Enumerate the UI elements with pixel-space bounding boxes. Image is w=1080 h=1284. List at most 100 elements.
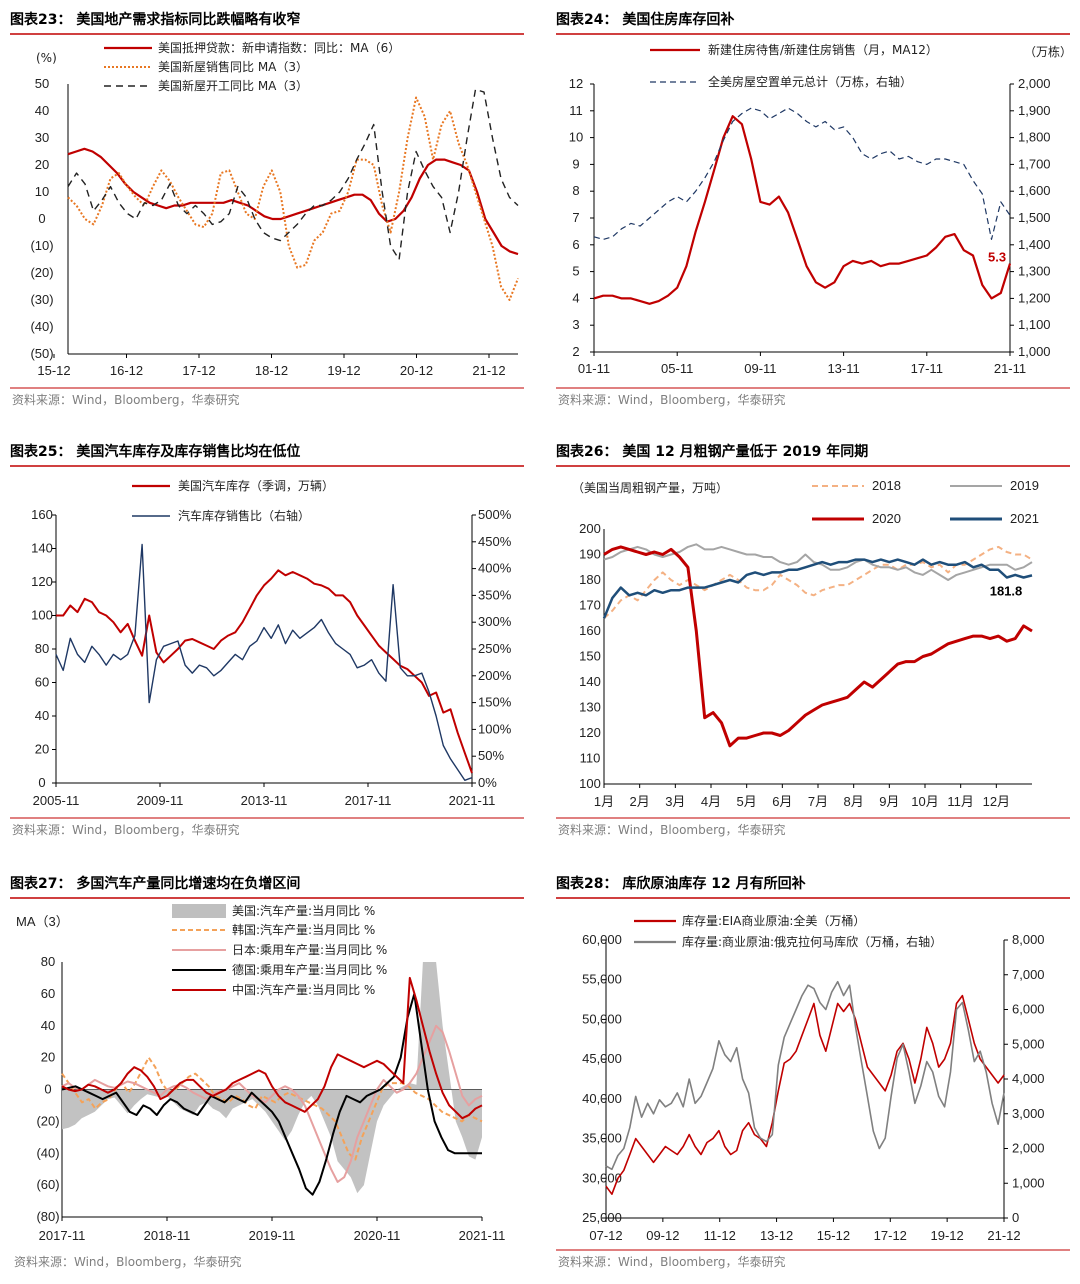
chart-27-ylabel: MA（3）	[16, 914, 69, 929]
legend-label-2018: 2018	[872, 478, 901, 493]
x-tick-label: 01-11	[578, 361, 610, 376]
y2-tick-label: 250%	[478, 641, 512, 656]
x-tick-label: 13-11	[827, 361, 859, 376]
y-tick-label: 7	[572, 210, 579, 225]
y-tick-label: 20	[41, 1050, 55, 1065]
y-tick-label: 50	[35, 76, 49, 91]
y-tick-label: 8	[572, 183, 579, 198]
legend-label-2021: 2021	[1010, 511, 1039, 526]
legend-label-vacant-units: 全美房屋空置单元总计（万栋，右轴）	[708, 74, 912, 89]
y-tick-label: 40	[35, 103, 49, 118]
x-tick-label: 3月	[665, 794, 685, 809]
y-tick-label: 170	[579, 598, 601, 613]
y-tick-label: 20	[35, 157, 49, 172]
y2-tick-label: 1,000	[1018, 344, 1051, 359]
y-tick-label: 120	[31, 574, 53, 589]
legend-label-housing-starts: 美国新屋开工同比 MA（3）	[158, 78, 308, 93]
y-tick-label: 60	[35, 675, 49, 690]
x-tick-label: 20-12	[400, 363, 433, 378]
chart-24-source: 资料来源：Wind，Bloomberg，华泰研究	[558, 392, 785, 407]
y-tick-label: 40	[41, 1018, 55, 1033]
series-4-line	[61, 976, 483, 1120]
x-tick-label: 05-11	[661, 361, 693, 376]
y2-tick-label: 1,000	[1012, 1175, 1045, 1190]
legend-label-korea-auto: 韩国:汽车产量:当月同比 %	[232, 922, 375, 937]
y-tick-label: 4	[572, 290, 579, 305]
chart-27-source: 资料来源：Wind，Bloomberg，华泰研究	[14, 1254, 241, 1269]
y-tick-label: (30)	[30, 292, 53, 307]
legend-swatch-us-auto	[172, 904, 226, 918]
y2-tick-label: 0	[1012, 1210, 1019, 1225]
y2-tick-label: 300%	[478, 614, 512, 629]
legend-label-japan-auto: 日本:乘用车产量:当月同比 %	[232, 942, 387, 957]
x-tick-label: 21-11	[994, 361, 1026, 376]
y2-tick-label: 1,800	[1018, 130, 1051, 145]
chart-27-legend: 美国:汽车产量:当月同比 % 韩国:汽车产量:当月同比 % 日本:乘用车产量:当…	[172, 903, 387, 997]
y2-tick-label: 1,200	[1018, 290, 1051, 305]
series-3-line	[61, 992, 482, 1196]
series-2-line	[603, 545, 1033, 748]
y2-tick-label: 400%	[478, 561, 512, 576]
y2-tick-label: 3,000	[1012, 1106, 1045, 1121]
y-tick-label: (50)	[30, 346, 53, 361]
x-tick-label: 11-12	[704, 1228, 736, 1243]
legend-label-new-home-sales: 美国新屋销售同比 MA（3）	[158, 59, 308, 74]
y2-tick-label: 100%	[478, 721, 512, 736]
y-tick-label: 3	[572, 317, 579, 332]
x-tick-label: 21-12	[472, 363, 505, 378]
y2-tick-label: 200%	[478, 668, 512, 683]
chart-25-plot: 160 140 120 100 80 60 40 20 0 500% 450% 400% 350% 300…	[31, 507, 512, 808]
x-tick-label: 19-12	[327, 363, 360, 378]
y2-tick-label: 450%	[478, 534, 512, 549]
y2-tick-label: 1,100	[1018, 317, 1051, 332]
x-tick-label: 21-12	[987, 1228, 1020, 1243]
y-tick-label: 130	[579, 700, 601, 715]
y-tick-label: 2	[572, 344, 579, 359]
y-tick-label: 30	[35, 130, 49, 145]
x-tick-label: 11月	[947, 794, 974, 809]
latest-value-label: 181.8	[990, 583, 1023, 598]
chart-24-plot: 12 11 10 9 8 7 6 5 4 3 2 2,000 1,900 1,800 1,700 1,600 1…	[569, 76, 1051, 376]
legend-label-china-auto: 中国:汽车产量:当月同比 %	[232, 982, 375, 997]
chart-28-legend: 库存量:EIA商业原油:全美（万桶） 库存量:商业原油:俄克拉何马库欣（万桶，右…	[634, 913, 942, 949]
series-0-line	[605, 994, 1005, 1195]
chart-23: 图表23： 美国地产需求指标同比跌幅略有收窄 50 40 30 20 10 0 (10) (2…	[10, 11, 524, 407]
series-2-line	[67, 88, 519, 261]
chart-27: 图表27： 多国汽车产量同比增速均在负增区间 80 60 40 20 0 (20) (40)…	[10, 875, 524, 1269]
chart-24-legend: 新建住房待售/新建住房销售（月，MA12） 全美房屋空置单元总计（万栋，右轴）	[650, 42, 938, 89]
x-tick-label: 10月	[911, 794, 938, 809]
y-tick-label: 180	[579, 572, 601, 587]
y-tick-label: (20)	[30, 265, 53, 280]
y-tick-label: 5	[572, 264, 579, 279]
y2-tick-label: 1,500	[1018, 210, 1051, 225]
x-tick-label: 8月	[844, 794, 864, 809]
x-tick-label: 19-12	[931, 1228, 964, 1243]
chart-28-source: 资料来源：Wind，Bloomberg，华泰研究	[558, 1254, 785, 1269]
legend-label-2020: 2020	[872, 511, 901, 526]
chart-28-plot: 60,00055,00050,00045,00040,00035,00030,0…	[582, 932, 1044, 1243]
legend-label-cushing-crude: 库存量:商业原油:俄克拉何马库欣（万桶，右轴）	[682, 934, 942, 949]
legend-label-months-supply: 新建住房待售/新建住房销售（月，MA12）	[708, 42, 938, 57]
chart-26-title: 图表26： 美国 12 月粗钢产量低于 2019 年同期	[556, 443, 868, 460]
y-tick-label: 10	[569, 130, 583, 145]
x-tick-label: 2019-11	[249, 1228, 296, 1243]
y-tick-label: 12	[569, 76, 583, 91]
y-tick-label: 100	[579, 776, 601, 791]
y-tick-label: 10	[35, 184, 49, 199]
y2-tick-label: 1,300	[1018, 264, 1051, 279]
chart-27-plot: 80 60 40 20 0 (20) (40) (60) (80) 2017-11 2018-11 2…	[36, 954, 505, 1243]
y2-tick-label: 1,700	[1018, 156, 1051, 171]
series-1-line	[67, 96, 519, 301]
x-tick-label: 4月	[701, 794, 721, 809]
x-tick-label: 09-11	[744, 361, 776, 376]
series-3-line	[602, 558, 1033, 619]
chart-26: 图表26： 美国 12 月粗钢产量低于 2019 年同期 200 190 180 17…	[556, 443, 1070, 837]
y2-tick-label: 0%	[478, 775, 497, 790]
chart-27-title: 图表27： 多国汽车产量同比增速均在负增区间	[10, 875, 300, 892]
x-tick-label: 7月	[808, 794, 828, 809]
chart-23-ylabel: (%)	[36, 51, 57, 65]
y-tick-label: 6	[572, 237, 579, 252]
x-tick-label: 15-12	[37, 363, 70, 378]
y2-tick-label: 1,400	[1018, 237, 1051, 252]
x-tick-label: 2013-11	[241, 793, 288, 808]
